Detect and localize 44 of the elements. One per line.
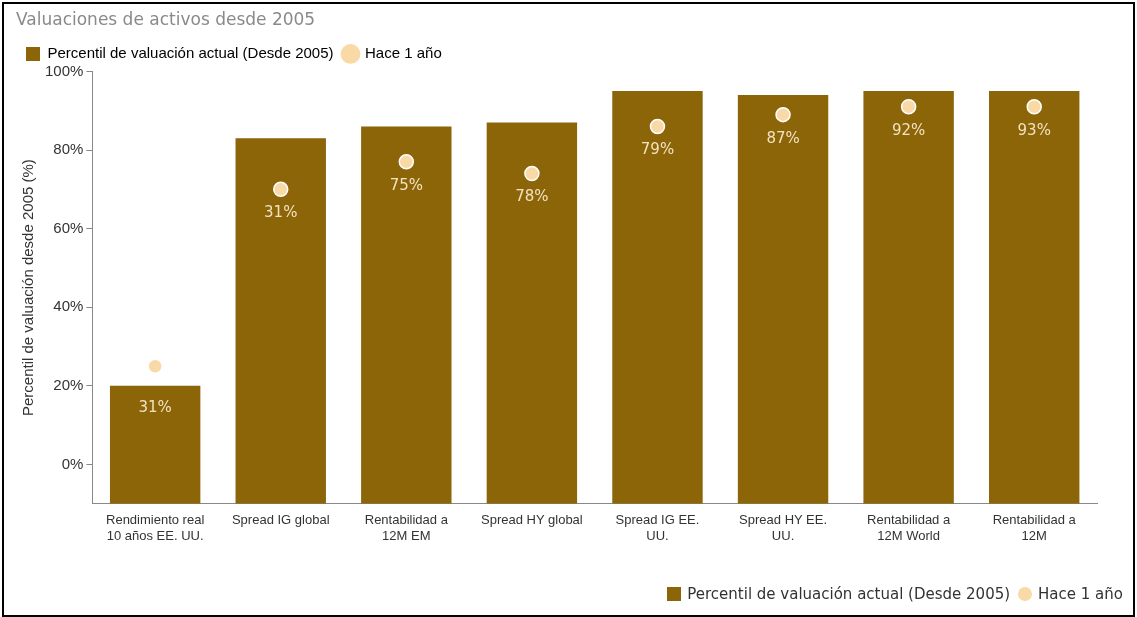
text: Hace 1 año: [1038, 585, 1123, 603]
x-tick-label: Spread IG EE. UU.: [615, 512, 700, 543]
annotation: 79%: [640, 140, 675, 159]
bar: [361, 126, 452, 504]
annotation: 78%: [515, 187, 549, 206]
x-tick-label: Rentabilidad a 12M World: [867, 512, 951, 543]
text: Percentil de valuación actual (Desde 2005): [687, 585, 1011, 603]
y-tick-label: 20%: [53, 376, 84, 394]
point: [649, 118, 666, 135]
y-tick-label: 100%: [44, 61, 84, 79]
y-tick-label: 60%: [53, 218, 84, 236]
y-tick-label: 0%: [61, 454, 84, 472]
bar: [235, 138, 326, 504]
x-tick-label: Rendimiento real 10 años EE. UU.: [106, 512, 205, 543]
y-axis-title: Percentil de valuación desde 2005 (%): [19, 159, 37, 417]
bar: [109, 385, 201, 504]
point: [147, 358, 163, 374]
annotation: 92%: [891, 120, 926, 139]
point: [1026, 99, 1042, 115]
bar: [863, 91, 954, 504]
annotation: 93%: [1017, 120, 1051, 139]
x-tick-label: Spread IG global: [231, 512, 330, 528]
bar: [737, 94, 829, 504]
bar: [612, 91, 703, 504]
point: [775, 106, 791, 123]
annotation: 75%: [389, 175, 423, 194]
point: [398, 154, 415, 170]
x-tick-label: Spread HY global: [481, 512, 583, 528]
point: [900, 99, 917, 115]
chart-title: Valuaciones de activos desde 2005: [16, 8, 316, 29]
bar: [486, 122, 578, 504]
annotation: 31%: [138, 397, 172, 416]
x-tick-label: Spread HY EE. UU.: [739, 512, 828, 543]
x-tick-label: Rentabilidad a 12M: [992, 512, 1077, 543]
legend-label: Hace 1 año: [365, 44, 442, 62]
annotation: 31%: [264, 203, 298, 222]
point: [524, 165, 540, 182]
legend-label: Percentil de valuación actual (Desde 2005): [47, 44, 334, 62]
y-tick-label: 40%: [53, 297, 84, 315]
bar: [989, 91, 1080, 504]
y-tick-label: 80%: [53, 140, 84, 158]
x-tick-label: Rentabilidad a 12M EM: [364, 512, 449, 543]
point: [272, 181, 289, 198]
annotation: 87%: [766, 128, 800, 147]
